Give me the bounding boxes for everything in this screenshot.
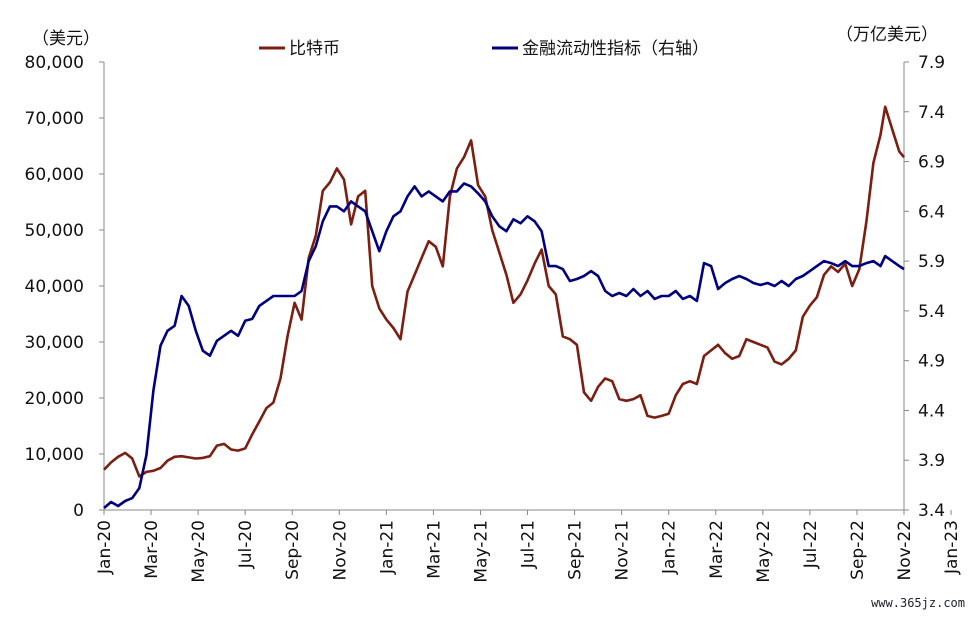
right-tick-label: 4.9 [918,352,945,372]
x-tick-label: Sep-20 [283,520,303,580]
right-tick-label: 6.9 [918,153,945,173]
x-tick-label: Jul-22 [801,520,821,569]
right-tick-label: 5.4 [918,302,945,322]
right-tick-label: 7.4 [918,103,945,123]
legend: 比特币 金融流动性指标（右轴） [259,39,709,59]
left-tick-label: 0 [73,501,84,521]
left-tick-label: 40,000 [25,277,84,297]
axes [99,61,952,515]
x-tick-label: Nov-20 [330,520,350,581]
right-tick-label: 7.9 [918,53,945,73]
right-axis-unit: （万亿美元） [836,25,938,45]
x-tick-label: Jan-21 [377,520,397,575]
right-tick-label: 4.4 [918,401,945,421]
x-tick-label: Jan-20 [95,520,115,575]
watermark-text: www.365jz.com [871,596,965,610]
x-tick-label: May-21 [471,520,491,583]
x-tick-label: Jan-23 [942,520,962,575]
right-tick-label: 3.4 [918,501,945,521]
right-tick-label: 3.9 [918,451,945,471]
right-tick-label: 5.9 [918,252,945,272]
x-tick-label: Jan-22 [660,520,680,575]
x-tick-label: May-22 [754,520,774,583]
x-tick-label: Nov-22 [895,520,915,581]
legend-label-liquidity: 金融流动性指标（右轴） [522,39,709,59]
left-tick-label: 30,000 [25,333,84,353]
x-tick-label: Sep-21 [566,520,586,580]
left-tick-label: 60,000 [25,165,84,185]
x-tick-label: Jul-20 [236,520,256,569]
left-tick-label: 80,000 [25,53,84,73]
tick-labels: 0 10,000 20,000 30,000 40,000 50,000 60,000 70,… [25,53,963,583]
bitcoin-line [103,105,905,478]
x-tick-label: May-20 [189,520,209,583]
left-tick-label: 10,000 [25,445,84,465]
x-tick-label: Sep-22 [848,520,868,580]
x-tick-label: Nov-21 [613,520,633,581]
liquidity-line [103,182,905,509]
x-tick-label: Mar-22 [707,520,727,579]
x-tick-label: Mar-20 [142,520,162,579]
legend-label-bitcoin: 比特币 [289,39,340,59]
left-tick-label: 50,000 [25,221,84,241]
left-axis-unit: （美元） [32,29,100,49]
left-tick-label: 70,000 [25,109,84,129]
series-lines [103,105,905,509]
right-tick-label: 6.4 [918,202,945,222]
x-tick-label: Mar-21 [424,520,444,579]
x-tick-label: Jul-21 [519,520,539,569]
left-tick-label: 20,000 [25,389,84,409]
